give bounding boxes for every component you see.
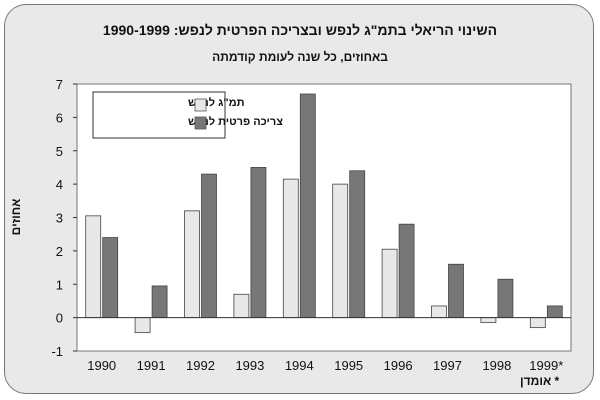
x-tick-label: 1996	[384, 358, 413, 373]
y-tick-label: 1	[56, 277, 63, 292]
legend-swatch-gdp	[194, 98, 207, 112]
y-tick-label: 7	[56, 77, 63, 92]
y-tick-label: 6	[56, 110, 63, 125]
legend: תמ"ג לנפש צריכה פרטית לנפש	[92, 91, 283, 139]
x-tick-label: 1995	[334, 358, 363, 373]
x-tick-label: 1990	[87, 358, 116, 373]
legend-label-consumption: צריכה פרטית לנפש	[188, 115, 283, 128]
bar-consumption-1999	[546, 305, 563, 319]
bar-gdp-1997	[431, 305, 447, 319]
x-tick-label: 1991	[137, 358, 166, 373]
y-axis-label: אחוזים	[9, 199, 23, 236]
bar-gdp-1998	[480, 317, 497, 324]
y-tick-label: 5	[56, 144, 63, 159]
bar-gdp-1991	[134, 317, 151, 334]
y-tick-label: 4	[56, 177, 63, 192]
legend-swatch-consumption	[194, 116, 207, 130]
bar-consumption-1993	[250, 167, 267, 319]
bar-consumption-1997	[448, 263, 464, 319]
bar-consumption-1995	[349, 170, 366, 319]
y-tick-label: -1	[51, 344, 63, 359]
chart-subtitle: באחוזים, כל שנה לעומת קודמתה	[212, 50, 388, 64]
bar-consumption-1990	[102, 237, 119, 319]
x-tick-label: 1994	[285, 358, 314, 373]
bar-gdp-1995	[332, 183, 349, 319]
bar-gdp-1994	[282, 178, 299, 319]
bar-gdp-1990	[85, 215, 102, 319]
x-tick-label: 1993	[235, 358, 264, 373]
y-tick-label: 2	[56, 244, 63, 259]
x-tick-label: 1998	[482, 358, 511, 373]
bar-gdp-1992	[184, 210, 200, 319]
x-tick-label: 1997	[433, 358, 462, 373]
bar-gdp-1993	[233, 293, 250, 319]
bar-consumption-1994	[299, 93, 316, 319]
bar-consumption-1996	[398, 223, 415, 319]
y-tick-label: 0	[56, 311, 63, 326]
footnote: * אומדן	[520, 374, 560, 388]
x-tick-label: 1999*	[529, 358, 563, 373]
bar-consumption-1991	[151, 285, 168, 319]
chart-title: השינוי הריאלי בתמ"ג לנפש ובצריכה הפרטית …	[102, 22, 498, 38]
bar-gdp-1999	[529, 317, 546, 329]
bar-consumption-1998	[497, 278, 514, 319]
bar-consumption-1992	[201, 173, 217, 319]
bar-gdp-1996	[381, 248, 398, 319]
x-tick-label: 1992	[186, 358, 215, 373]
y-tick-label: 3	[56, 211, 63, 226]
